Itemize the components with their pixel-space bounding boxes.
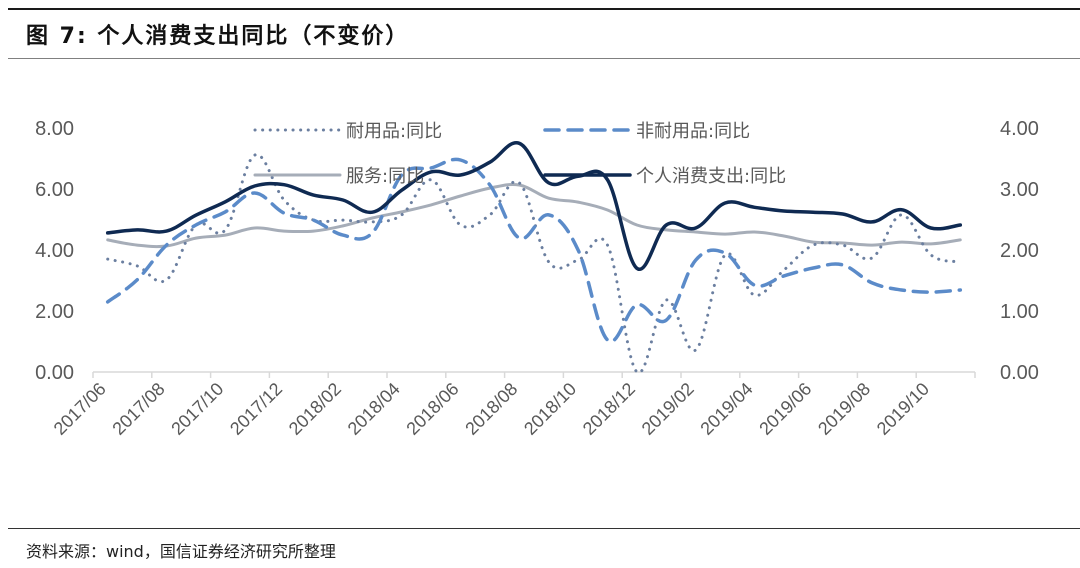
y-left-tick-label: 2.00 [35, 301, 74, 323]
x-tick-label: 2018/08 [461, 379, 521, 439]
x-axis: 2017/062017/082017/102017/122018/022018/… [50, 371, 976, 439]
services-series-line [106, 182, 962, 249]
legend-item-durables: 耐用品:同比 [253, 121, 442, 142]
y-axis-left: 0.00 2.00 4.00 6.00 8.00 [35, 118, 74, 384]
x-tick-label: 2018/04 [344, 379, 404, 439]
x-tick-label: 2019/04 [696, 379, 756, 439]
legend-item-nondurables: 非耐用品:同比 [543, 121, 750, 142]
x-tick-label: 2019/02 [638, 379, 698, 439]
x-tick-label: 2018/12 [579, 379, 639, 439]
y-left-tick-label: 4.00 [35, 240, 74, 262]
series-group [105, 141, 963, 375]
legend-item-services: 服务:同比 [253, 166, 424, 187]
line-chart: 0.00 2.00 4.00 6.00 8.00 0.00 1.00 2.00 3.00 4.0… [35, 118, 1039, 439]
x-tick-label: 2017/08 [108, 379, 168, 439]
nondurables-series-line [105, 157, 963, 344]
x-tick-label: 2019/08 [814, 379, 874, 439]
y-left-tick-label: 0.00 [35, 362, 74, 384]
y-right-tick-label: 4.00 [1000, 118, 1039, 140]
legend-item-total-pce: 个人消费支出:同比 [543, 166, 786, 187]
y-right-tick-label: 0.00 [1000, 362, 1039, 384]
y-axis-right: 0.00 1.00 2.00 3.00 4.00 [1000, 118, 1039, 384]
x-tick-label: 2017/10 [167, 379, 227, 439]
total-pce-series-line [105, 141, 963, 271]
y-right-tick-label: 1.00 [1000, 301, 1039, 323]
legend-label: 非耐用品:同比 [636, 121, 750, 142]
figure-title: 图 7: 个人消费支出同比（不变价） [26, 24, 410, 49]
x-tick-label: 2017/12 [226, 379, 286, 439]
x-tick-label: 2018/10 [520, 379, 580, 439]
x-tick-label: 2018/06 [402, 379, 462, 439]
legend-label: 个人消费支出:同比 [636, 166, 786, 187]
x-tick-label: 2017/06 [50, 379, 110, 439]
x-tick-label: 2018/02 [285, 379, 345, 439]
x-tick-label: 2019/06 [755, 379, 815, 439]
x-tick-label: 2019/10 [873, 379, 933, 439]
legend-label: 服务:同比 [346, 166, 424, 187]
top-rule [8, 8, 1080, 10]
y-left-tick-label: 6.00 [35, 179, 74, 201]
y-left-tick-label: 8.00 [35, 118, 74, 140]
y-right-tick-label: 2.00 [1000, 240, 1039, 262]
footer-rule [8, 528, 1080, 529]
title-underline [8, 58, 1080, 59]
durables-series-line [106, 153, 962, 375]
legend-label: 耐用品:同比 [346, 121, 442, 142]
source-note: 资料来源：wind，国信证券经济研究所整理 [26, 542, 336, 561]
y-right-tick-label: 3.00 [1000, 179, 1039, 201]
